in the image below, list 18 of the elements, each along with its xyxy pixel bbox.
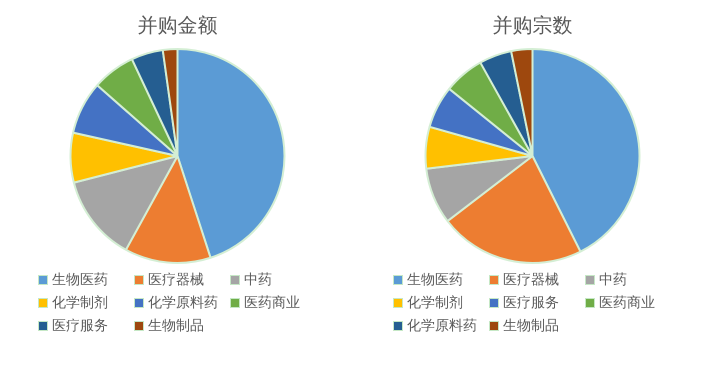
legend-label: 化学制剂 — [52, 294, 108, 312]
legend-label: 化学原料药 — [148, 294, 218, 312]
legend-label: 医疗器械 — [503, 270, 559, 288]
chart-title: 并购金额 — [136, 12, 218, 39]
legend-label: 生物制品 — [148, 316, 204, 334]
chart-title: 并购宗数 — [492, 12, 574, 39]
legend-label: 医疗器械 — [148, 270, 204, 288]
legend-label: 中药 — [244, 270, 272, 288]
legend-label: 生物医药 — [407, 270, 463, 288]
legend-label: 医药商业 — [244, 294, 300, 312]
legend-label: 生物医药 — [52, 270, 108, 288]
legend-label: 中药 — [599, 270, 627, 288]
legend-label: 医疗服务 — [503, 294, 559, 312]
legend-label: 化学原料药 — [407, 316, 477, 334]
legend-label: 化学制剂 — [407, 294, 463, 312]
legend-label: 生物制品 — [503, 316, 559, 334]
legend-label: 医疗服务 — [52, 316, 108, 334]
legend-label: 医药商业 — [599, 294, 655, 312]
